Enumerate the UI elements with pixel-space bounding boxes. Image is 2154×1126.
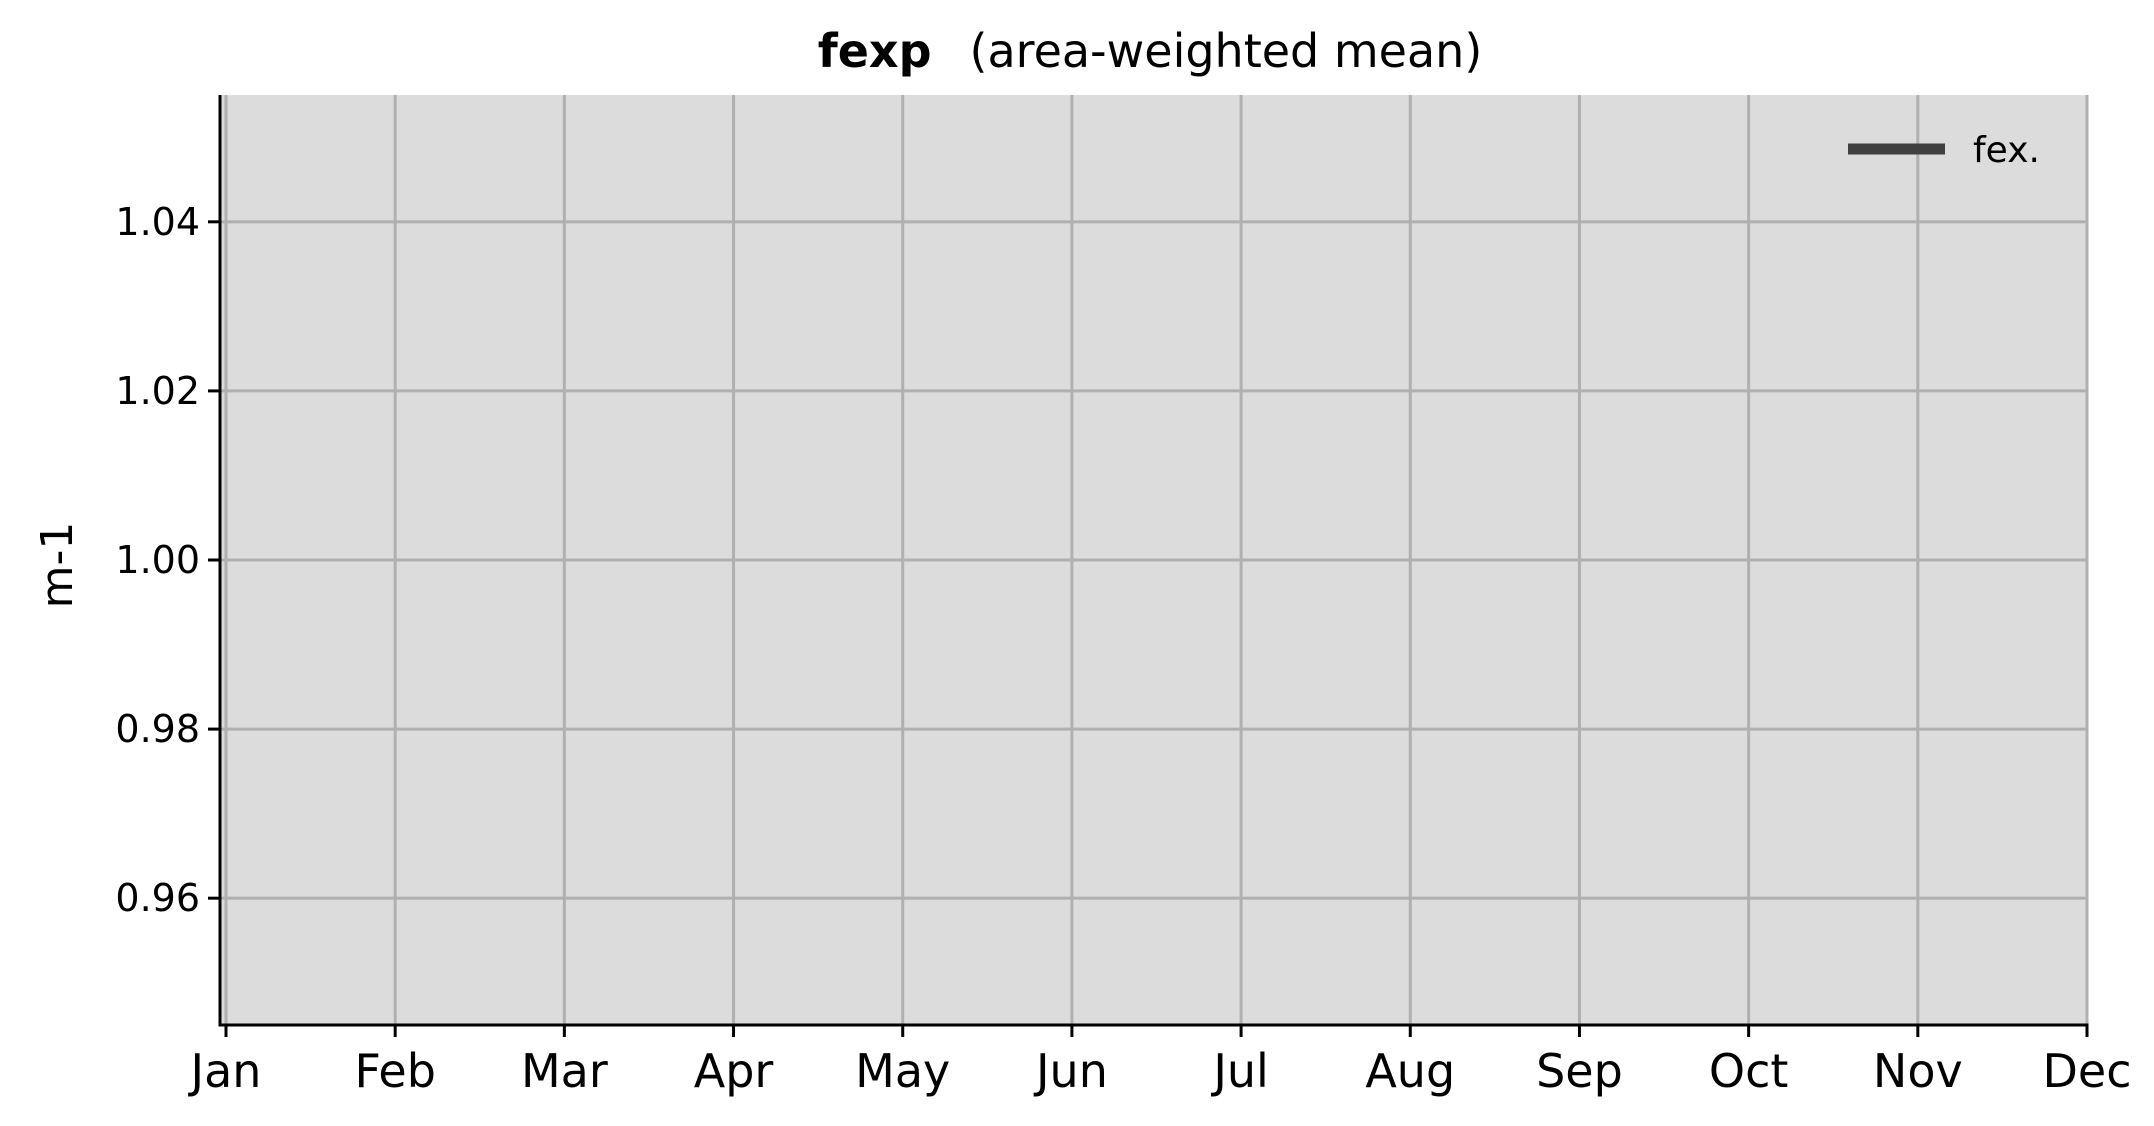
x-tick-label: Aug <box>1365 1044 1455 1098</box>
y-axis-label: m-1 <box>32 522 83 609</box>
chart-title-main: fexp <box>818 24 932 78</box>
x-tick-label: May <box>855 1044 950 1098</box>
x-tick-label: Oct <box>1709 1044 1789 1098</box>
legend-label: fex. <box>1973 130 2040 171</box>
x-tick-label: Dec <box>2042 1044 2131 1098</box>
x-tick-label: Jan <box>188 1044 262 1098</box>
legend: fex. <box>1848 130 2040 171</box>
x-tick-label: Feb <box>354 1044 435 1098</box>
x-tick-label: Jul <box>1210 1044 1269 1098</box>
x-tick-label: Mar <box>521 1044 608 1098</box>
y-ticks: 0.96 0.98 1.00 1.02 1.04 <box>115 200 220 920</box>
y-tick-label: 1.02 <box>115 369 200 413</box>
y-tick-label: 1.04 <box>115 200 200 244</box>
chart-title: fexp (area-weighted mean) <box>818 24 1483 78</box>
grid <box>220 95 2089 1025</box>
y-tick-label: 1.00 <box>115 538 200 582</box>
y-tick-label: 0.98 <box>115 707 200 751</box>
x-tick-label: Sep <box>1536 1044 1623 1098</box>
x-ticks: Jan Feb Mar Apr May Jun Jul Aug Sep Oct Nov Dec <box>188 1025 2132 1098</box>
x-tick-label: Apr <box>694 1044 774 1098</box>
chart-title-sub: (area-weighted mean) <box>970 24 1483 78</box>
x-tick-label: Jun <box>1033 1044 1108 1098</box>
x-tick-label: Nov <box>1873 1044 1963 1098</box>
y-tick-label: 0.96 <box>115 876 200 920</box>
